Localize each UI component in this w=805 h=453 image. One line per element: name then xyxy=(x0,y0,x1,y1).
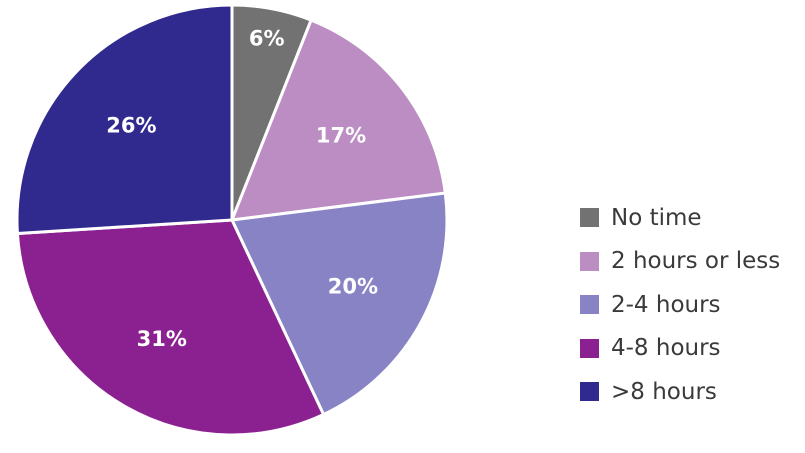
legend: No time 2 hours or less 2-4 hours 4-8 hours… xyxy=(580,196,780,414)
legend-swatch xyxy=(580,251,599,271)
slice-value-label-2-4-hours: 20% xyxy=(328,274,378,298)
pie-chart: 6% 17% 20% 31% 26% xyxy=(15,3,449,437)
legend-label: 2 hours or less xyxy=(611,248,781,275)
legend-swatch xyxy=(580,382,599,402)
legend-item-4-8-hours: 4-8 hours xyxy=(580,327,780,371)
slice-value-label-2-hours-or-less: 17% xyxy=(316,123,366,147)
slice-value-label-8-hours: 26% xyxy=(106,114,156,138)
legend-item-2-hours-or-less: 2 hours or less xyxy=(580,240,780,284)
legend-label: 2-4 hours xyxy=(611,291,721,318)
legend-swatch xyxy=(580,338,599,358)
pie-slices xyxy=(15,3,449,437)
legend-label: 4-8 hours xyxy=(611,335,721,362)
legend-item-8-hours: >8 hours xyxy=(580,370,780,414)
legend-swatch xyxy=(580,208,599,228)
legend-label: No time xyxy=(611,204,702,231)
pie-slice-2-hours-or-less xyxy=(229,18,447,222)
legend-swatch xyxy=(580,295,599,315)
slice-value-label-no-time: 6% xyxy=(249,26,285,50)
legend-label: >8 hours xyxy=(611,378,717,405)
pie-value-labels: 6% 17% 20% 31% 26% xyxy=(106,26,378,351)
pie-slice-8-hours xyxy=(15,3,234,236)
pie-slice-2-4-hours xyxy=(229,191,449,417)
legend-item-2-4-hours: 2-4 hours xyxy=(580,283,780,327)
pie-slice-4-8-hours xyxy=(15,218,326,437)
slice-value-label-4-8-hours: 31% xyxy=(137,327,187,351)
legend-item-no-time: No time xyxy=(580,196,780,240)
